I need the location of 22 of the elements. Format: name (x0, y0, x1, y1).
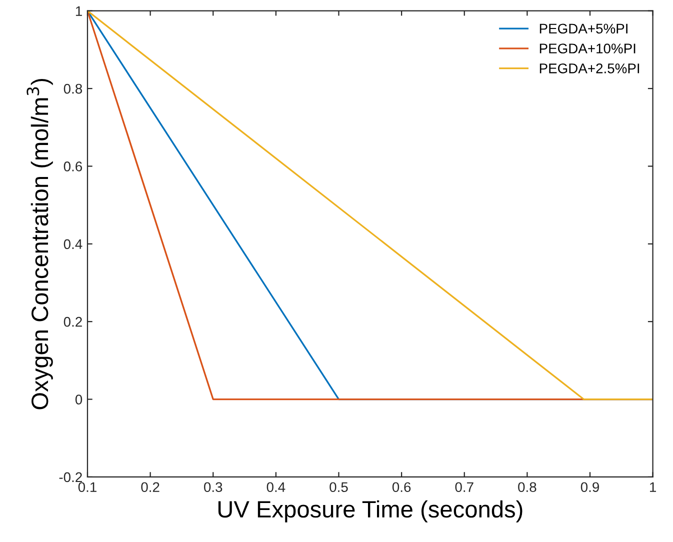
y-tick-label: -0.2 (59, 472, 82, 482)
x-tick-label: 0.3 (204, 482, 222, 492)
x-tick-label: 0.8 (518, 482, 536, 492)
y-tick-label: 0.2 (64, 316, 82, 327)
y-tick-label: 0 (75, 394, 82, 404)
y-tick-label: 0.8 (64, 84, 82, 94)
x-tick-label: 0.5 (330, 482, 348, 492)
x-tick-label: 0.9 (580, 482, 599, 492)
y-tick-label: 0.4 (64, 239, 82, 250)
x-tick-label: 0.6 (392, 482, 411, 492)
x-axis-title: UV Exposure Time (seconds) (218, 500, 522, 522)
x-tick-label: 0.4 (266, 482, 286, 492)
x-tick-label: 0.7 (455, 482, 474, 492)
x-tick-label: 1 (650, 482, 656, 492)
y-tick-label: 0.6 (64, 162, 82, 172)
legend-label: PEGDA+10%PI (540, 44, 636, 54)
legend-label: PEGDA+5%PI (540, 24, 628, 34)
y-tick-label: 1 (76, 6, 82, 16)
x-tick-label: 0.2 (141, 482, 160, 492)
y-axis-title: Oxygen Concentration (mol/m$^{3}$) (26, 78, 53, 410)
x-tick-label: 0.1 (78, 482, 96, 492)
legend-label: PEGDA+2.5%PI (540, 63, 640, 74)
